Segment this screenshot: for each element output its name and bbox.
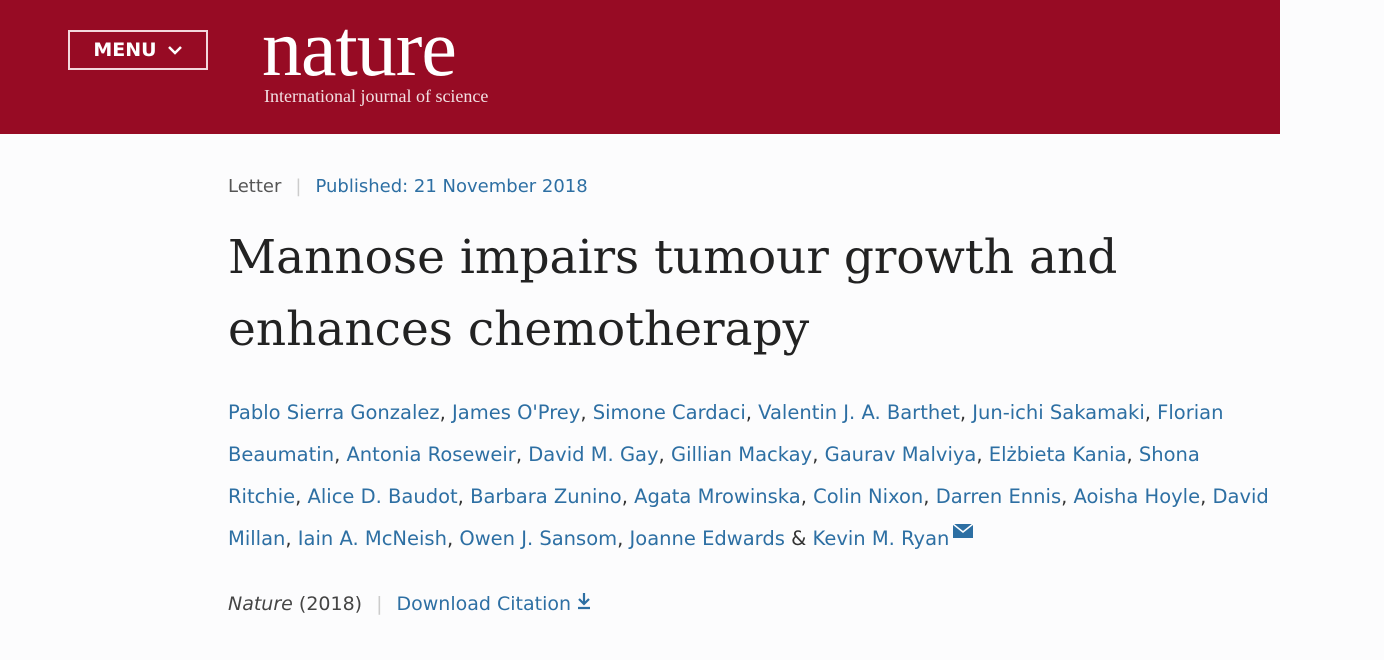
author[interactable]: Aoisha Hoyle (1073, 485, 1201, 508)
separator: , (334, 443, 341, 466)
divider: | (376, 593, 383, 615)
separator: , (580, 401, 587, 424)
separator: , (745, 401, 752, 424)
separator: , (658, 443, 665, 466)
author[interactable]: Jun-ichi Sakamaki (972, 401, 1145, 424)
separator: , (959, 401, 967, 424)
year: (2018) (298, 593, 363, 615)
separator: , (515, 443, 523, 466)
author[interactable]: James O'Prey (452, 401, 581, 424)
author[interactable]: Barbara Zunino (470, 485, 622, 508)
author[interactable]: Florian Beaumatin (228, 401, 1224, 466)
separator: , (976, 443, 983, 466)
separator: , (1144, 401, 1151, 424)
email-icon[interactable] (952, 523, 974, 539)
separator: , (439, 401, 446, 424)
author[interactable]: Colin Nixon (813, 485, 924, 508)
separator: , (1061, 485, 1068, 508)
author[interactable]: Elżbieta Kania (988, 443, 1127, 466)
author[interactable]: David Millan (228, 485, 1269, 550)
author[interactable]: David M. Gay (528, 443, 659, 466)
header: MENU nature International journal of sci… (0, 0, 1280, 134)
chevron (167, 46, 182, 55)
published-date: Published: 21 November 2018 (315, 176, 588, 197)
author[interactable]: Antonia Roseweir (346, 443, 516, 466)
author-list: Pablo Sierra Gonzalez, James O'Prey, Sim… (228, 392, 1278, 560)
article-meta: Letter | Published: 21 November 2018 (228, 176, 588, 197)
menu-label: MENU (93, 39, 157, 61)
download-citation[interactable]: Download Citation (397, 593, 592, 615)
divider: | (295, 176, 302, 197)
author[interactable]: Agata Mrowinska (634, 485, 801, 508)
author[interactable]: Alice D. Baudot (307, 485, 458, 508)
article-type: Letter (228, 176, 282, 197)
menu-button[interactable]: MENU (68, 30, 208, 70)
author[interactable]: Owen J. Sansom (459, 527, 618, 550)
author[interactable]: Shona Ritchie (228, 443, 1200, 508)
author[interactable]: Valentin J. A. Barthet (758, 401, 960, 424)
tagline: International journal of science (264, 86, 489, 106)
separator: , (617, 527, 624, 550)
author[interactable]: Iain A. McNeish (297, 527, 447, 550)
author[interactable]: Pablo Sierra Gonzalez (228, 401, 440, 424)
author[interactable]: Simone Cardaci (592, 401, 746, 424)
download-icon (578, 593, 591, 610)
separator: , (812, 443, 819, 466)
separator: & (791, 527, 807, 550)
separator: , (457, 485, 464, 508)
author[interactable]: Gaurav Malviya (824, 443, 977, 466)
separator: , (1126, 443, 1133, 466)
separator: , (923, 485, 930, 508)
separator: , (446, 527, 454, 550)
article-title: Mannose impairs tumour growth and enhanc… (228, 230, 1118, 357)
separator: , (285, 527, 292, 550)
author[interactable]: Gillian Mackay (670, 443, 813, 466)
logo[interactable]: nature (262, 5, 457, 93)
author[interactable]: Joanne Edwards (629, 527, 785, 550)
author[interactable]: Darren Ennis (935, 485, 1062, 508)
citation: Nature (2018) | Download Citation (228, 592, 591, 615)
journal: Nature (228, 593, 293, 615)
download-label: Download Citation (396, 593, 572, 615)
separator: , (800, 485, 807, 508)
separator: , (621, 485, 628, 508)
author[interactable]: Kevin M. Ryan (812, 527, 950, 550)
separator: , (295, 485, 302, 508)
separator: , (1200, 485, 1207, 508)
